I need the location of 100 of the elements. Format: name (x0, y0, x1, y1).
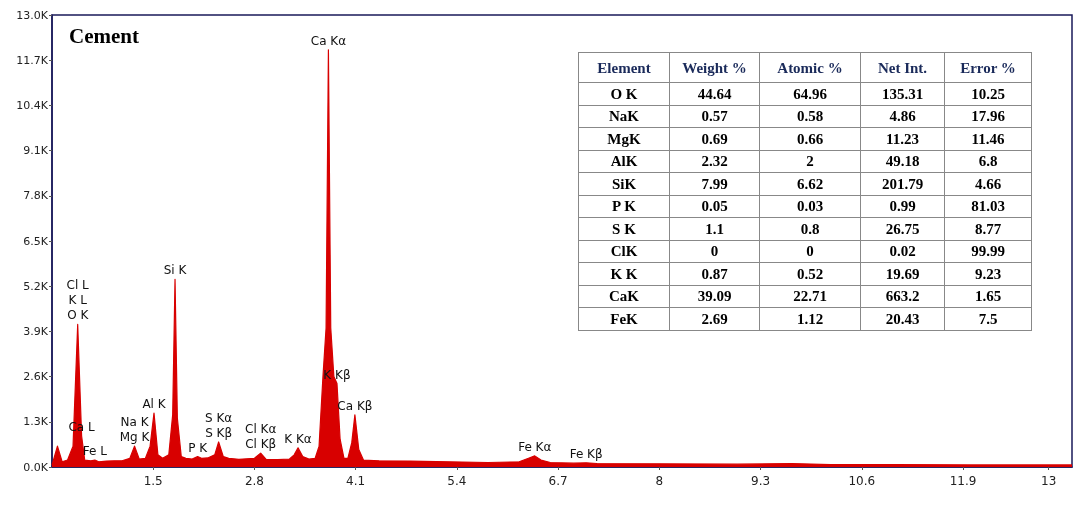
annotation: 11.46 (944, 127, 1032, 150)
annotation: NaK (578, 105, 670, 128)
y-tick-label: 9.1K (23, 144, 49, 158)
annotation: 39.09 (669, 285, 760, 308)
annotation: 7.5 (944, 307, 1032, 330)
annotation: 1.65 (944, 285, 1032, 308)
y-tick-label: 13.0K (16, 8, 49, 22)
annotation: 99.99 (944, 240, 1032, 263)
annotation: 26.75 (860, 217, 945, 240)
y-tick-label: 3.9K (23, 324, 49, 338)
annotation: Element (578, 52, 670, 83)
y-tick-label: 11.7K (16, 53, 49, 67)
x-tick-label: 13 (1041, 474, 1057, 488)
x-tick-label: 5.4 (447, 474, 467, 488)
annotation: P K (188, 440, 209, 455)
annotation: Mg K (119, 430, 151, 445)
annotation: P K (578, 195, 670, 218)
annotation: K K (578, 262, 670, 285)
annotation: O K (578, 82, 670, 105)
annotation: 0.03 (759, 195, 861, 218)
annotation: 1.1 (669, 217, 760, 240)
annotation: 81.03 (944, 195, 1032, 218)
annotation: 9.23 (944, 262, 1032, 285)
annotation: Fe L (82, 444, 108, 459)
annotation: K L (68, 293, 88, 308)
annotation: K Kα (284, 431, 312, 446)
annotation: Si K (163, 263, 188, 278)
y-tick-label: 0.0K (23, 460, 49, 474)
annotation: 64.96 (759, 82, 861, 105)
x-tick-label: 2.8 (244, 474, 264, 488)
chart-title: Cement (69, 23, 139, 48)
annotation: Na K (120, 415, 150, 430)
annotation: S K (578, 217, 670, 240)
annotation: 2.32 (669, 150, 760, 173)
annotation: 0 (759, 240, 861, 263)
annotation: 135.31 (860, 82, 945, 105)
annotation: 201.79 (860, 172, 945, 195)
x-tick-label: 10.6 (848, 474, 876, 488)
annotation: 10.25 (944, 82, 1032, 105)
annotation: 8.77 (944, 217, 1032, 240)
annotation: AlK (578, 150, 670, 173)
annotation: 0.87 (669, 262, 760, 285)
y-tick-label: 10.4K (16, 98, 49, 112)
annotation: 49.18 (860, 150, 945, 173)
annotation: 0.05 (669, 195, 760, 218)
annotation: 17.96 (944, 105, 1032, 128)
annotation: 0 (669, 240, 760, 263)
annotation: 4.86 (860, 105, 945, 128)
y-tick-label: 7.8K (23, 189, 49, 203)
annotation: SiK (578, 172, 670, 195)
annotation: Atomic % (759, 52, 861, 83)
annotation: 2.69 (669, 307, 760, 330)
annotation: Net Int. (860, 52, 945, 83)
annotation: 0.58 (759, 105, 861, 128)
annotation: 0.8 (759, 217, 861, 240)
annotation: 11.23 (860, 127, 945, 150)
y-tick-label: 1.3K (23, 415, 49, 429)
x-tick-label: 11.9 (949, 474, 977, 488)
y-tick-label: 5.2K (23, 279, 49, 293)
annotation: 2 (759, 150, 861, 173)
annotation: 0.02 (860, 240, 945, 263)
x-tick-label: 8 (655, 474, 664, 488)
y-tick-label: 6.5K (23, 234, 49, 248)
annotation: Ca Kα (310, 33, 347, 48)
annotation: 0.66 (759, 127, 861, 150)
annotation: 6.8 (944, 150, 1032, 173)
annotation: 663.2 (860, 285, 945, 308)
annotation: S Kα (205, 410, 233, 425)
annotation: 0.99 (860, 195, 945, 218)
x-tick-label: 9.3 (751, 474, 771, 488)
annotation: Fe Kα (518, 439, 552, 454)
annotation: 6.62 (759, 172, 861, 195)
annotation: 7.99 (669, 172, 760, 195)
annotation: O K (67, 308, 90, 323)
annotation: 4.66 (944, 172, 1032, 195)
annotation: 0.52 (759, 262, 861, 285)
x-tick-label: 1.5 (143, 474, 163, 488)
annotation: Fe Kβ (569, 446, 603, 461)
annotation: MgK (578, 127, 670, 150)
annotation: 44.64 (669, 82, 760, 105)
annotation: Cl L (66, 278, 90, 293)
annotation: CaK (578, 285, 670, 308)
annotation: Cl Kβ (245, 437, 277, 452)
annotation: Error % (944, 52, 1032, 83)
x-tick-label: 6.7 (548, 474, 568, 488)
annotation: 1.12 (759, 307, 861, 330)
annotation: 0.69 (669, 127, 760, 150)
x-tick-label: 4.1 (346, 474, 366, 488)
annotation: ClK (578, 240, 670, 263)
annotation: 19.69 (860, 262, 945, 285)
annotation: 0.57 (669, 105, 760, 128)
annotation: K Kβ (323, 367, 351, 382)
y-tick-label: 2.6K (23, 370, 49, 384)
annotation: 20.43 (860, 307, 945, 330)
annotation: Weight % (669, 52, 760, 83)
annotation: Al K (142, 397, 167, 412)
annotation: 22.71 (759, 285, 861, 308)
annotation: S Kβ (205, 425, 233, 440)
annotation: Cl Kα (245, 422, 277, 437)
annotation: FeK (578, 307, 670, 330)
